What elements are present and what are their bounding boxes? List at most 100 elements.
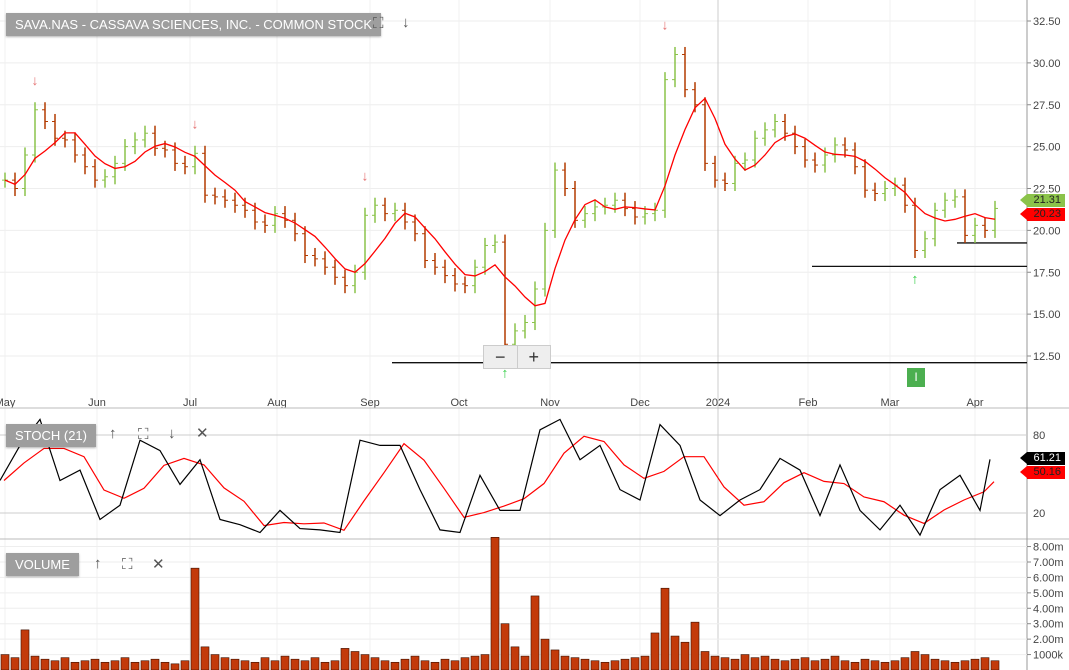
volume-bar <box>780 660 790 670</box>
volume-bar <box>340 648 350 670</box>
zoom-controls: − + <box>483 345 551 369</box>
volume-bar <box>880 661 890 670</box>
volume-tick-label: 6.00m <box>1033 572 1064 584</box>
fullscreen-icon[interactable]: ⛶ <box>138 426 149 443</box>
volume-bar <box>890 660 900 670</box>
x-tick-label: Feb <box>799 397 818 409</box>
volume-bar <box>560 655 570 670</box>
volume-bar <box>0 654 10 670</box>
fullscreen-icon[interactable]: ⛶ <box>373 15 384 32</box>
volume-bar <box>630 657 640 670</box>
volume-panel-title: VOLUME <box>6 553 79 576</box>
volume-bar <box>950 661 960 670</box>
volume-bar <box>940 660 950 670</box>
volume-bar <box>620 658 630 670</box>
volume-bar <box>250 661 260 670</box>
volume-bar <box>350 651 360 670</box>
volume-bar <box>990 660 1000 670</box>
volume-bar <box>280 655 290 670</box>
arrow-down-icon[interactable]: ↓ <box>168 425 176 442</box>
volume-bar <box>210 654 220 670</box>
volume-bar <box>800 657 810 670</box>
volume-tick-label: 5.00m <box>1033 588 1064 600</box>
volume-bar <box>10 657 20 670</box>
volume-bar <box>410 655 420 670</box>
volume-bar <box>660 587 670 670</box>
x-tick-label: Oct <box>450 397 467 409</box>
x-tick-label: May <box>0 397 16 409</box>
volume-bar <box>450 660 460 670</box>
volume-bar <box>50 660 60 670</box>
arrow-up-icon[interactable]: ↑ <box>109 425 117 442</box>
volume-bar <box>490 537 500 670</box>
volume-bar <box>460 657 470 670</box>
arrow-up-icon[interactable]: ↑ <box>94 555 102 572</box>
close-icon[interactable]: ✕ <box>152 556 165 573</box>
ma-value-tag: 20.23 <box>1020 208 1065 221</box>
volume-bar <box>870 660 880 670</box>
volume-bar <box>810 660 820 670</box>
fullscreen-icon[interactable]: ⛶ <box>122 556 133 573</box>
volume-bar <box>190 567 200 670</box>
volume-bar <box>850 661 860 670</box>
close-icon[interactable]: ✕ <box>196 425 209 442</box>
volume-bar <box>120 657 130 670</box>
x-tick-label: Jun <box>88 397 106 409</box>
stoch-d-line <box>3 435 995 532</box>
x-tick-label: Dec <box>630 397 650 409</box>
zoom-out-button[interactable]: − <box>494 347 506 367</box>
event-badge[interactable]: I <box>907 368 925 387</box>
volume-bar <box>20 629 30 670</box>
sell-signal-arrow: ↓ <box>662 17 669 33</box>
volume-bar <box>500 623 510 670</box>
volume-bar <box>760 655 770 670</box>
volume-bar <box>640 655 650 670</box>
volume-bar <box>140 660 150 670</box>
zoom-in-button[interactable]: + <box>516 346 551 368</box>
volume-bar <box>30 655 40 670</box>
x-tick-label: Nov <box>540 397 560 409</box>
volume-bar <box>710 655 720 670</box>
x-tick-label: Sep <box>360 397 380 409</box>
last-price-tag: 21.31 <box>1020 194 1065 207</box>
volume-bar <box>510 646 520 670</box>
x-tick-label: Mar <box>881 397 900 409</box>
sell-signal-arrow: ↓ <box>192 115 199 131</box>
moving-average-line <box>4 97 996 307</box>
volume-bar <box>960 660 970 670</box>
stoch-k-line <box>0 418 991 537</box>
volume-bar <box>330 660 340 670</box>
volume-bar <box>240 660 250 670</box>
volume-bar <box>930 658 940 670</box>
volume-bar <box>430 661 440 670</box>
volume-bar <box>720 657 730 670</box>
volume-bar <box>380 660 390 670</box>
y-tick-label: 27.50 <box>1033 100 1061 112</box>
volume-bar <box>770 658 780 670</box>
stoch-d-tag: 50.16 <box>1020 466 1065 479</box>
volume-bar <box>730 658 740 670</box>
volume-bar <box>860 658 870 670</box>
volume-bar <box>790 658 800 670</box>
y-tick-label: 12.50 <box>1033 351 1061 363</box>
x-tick-label: Aug <box>267 397 287 409</box>
volume-bar <box>470 655 480 670</box>
volume-tick-label: 4.00m <box>1033 603 1064 615</box>
volume-bar <box>200 646 210 670</box>
volume-bar <box>360 654 370 670</box>
volume-bar <box>700 651 710 670</box>
x-tick-label: Apr <box>966 397 983 409</box>
volume-bar <box>570 657 580 670</box>
y-tick-label: 32.50 <box>1033 16 1061 28</box>
volume-bar <box>520 655 530 670</box>
volume-bar <box>830 655 840 670</box>
y-tick-label: 17.50 <box>1033 267 1061 279</box>
volume-bar <box>680 641 690 670</box>
arrow-down-icon[interactable]: ↓ <box>402 14 410 31</box>
volume-bar <box>290 658 300 670</box>
stoch-tick-label: 20 <box>1033 508 1045 520</box>
buy-signal-arrow: ↑ <box>912 270 919 286</box>
volume-bar <box>40 658 50 670</box>
volume-bar <box>740 654 750 670</box>
